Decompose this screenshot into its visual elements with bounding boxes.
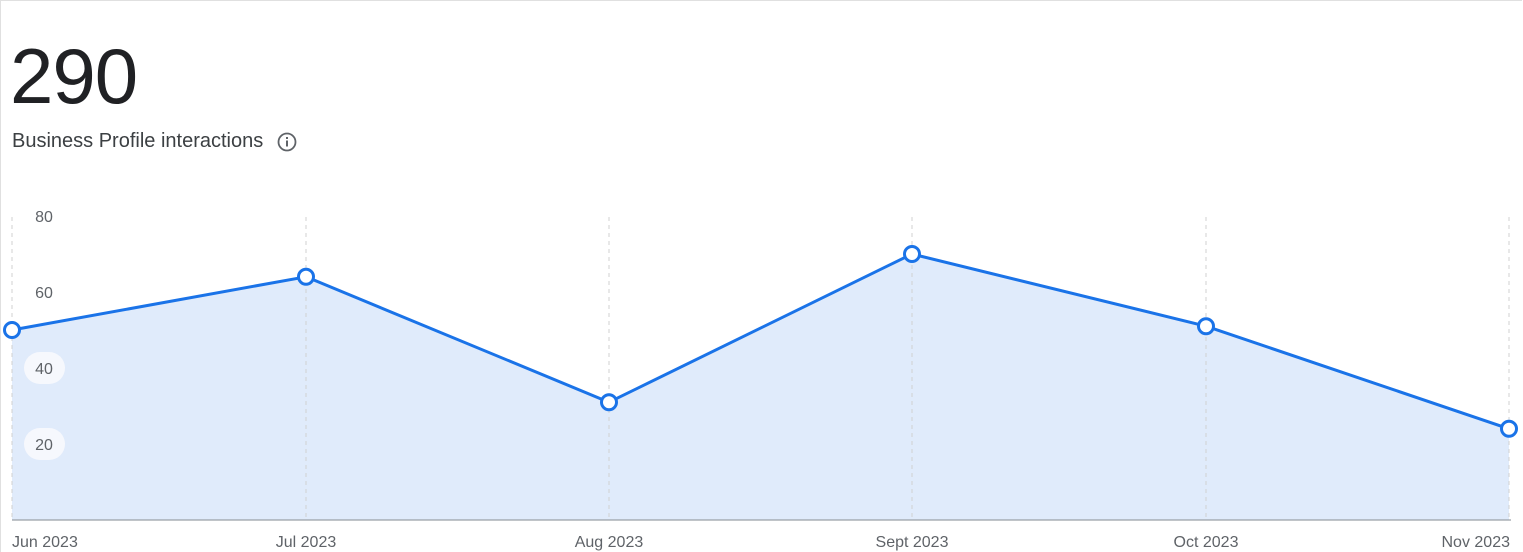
- total-value: 290: [10, 32, 138, 120]
- data-point: [903, 245, 921, 263]
- x-tick-label: Oct 2023: [1174, 534, 1239, 551]
- data-point: [297, 267, 315, 286]
- data-point: [600, 393, 618, 412]
- x-tick-label: Aug 2023: [575, 534, 644, 551]
- x-tick-label: Nov 2023: [1442, 534, 1511, 551]
- data-point: [1500, 419, 1518, 438]
- area-fill: [12, 254, 1509, 520]
- x-tick-label: Jun 2023: [12, 534, 78, 551]
- y-tick-label: 40: [35, 361, 53, 378]
- y-tick-label: 80: [35, 209, 53, 226]
- subtitle-row: Business Profile interactions: [12, 130, 297, 153]
- x-tick-label: Sept 2023: [876, 534, 949, 551]
- y-tick-label: 60: [35, 285, 53, 302]
- y-tick-pill: [24, 352, 65, 384]
- y-tick-pill: [24, 428, 65, 460]
- data-point: [3, 321, 21, 339]
- subtitle: Business Profile interactions: [12, 130, 264, 152]
- y-tick-label: 20: [35, 437, 53, 454]
- data-point: [1197, 317, 1215, 336]
- info-circle-icon[interactable]: [277, 132, 297, 152]
- series-line: [11, 252, 1510, 431]
- x-tick-label: Jul 2023: [276, 534, 337, 551]
